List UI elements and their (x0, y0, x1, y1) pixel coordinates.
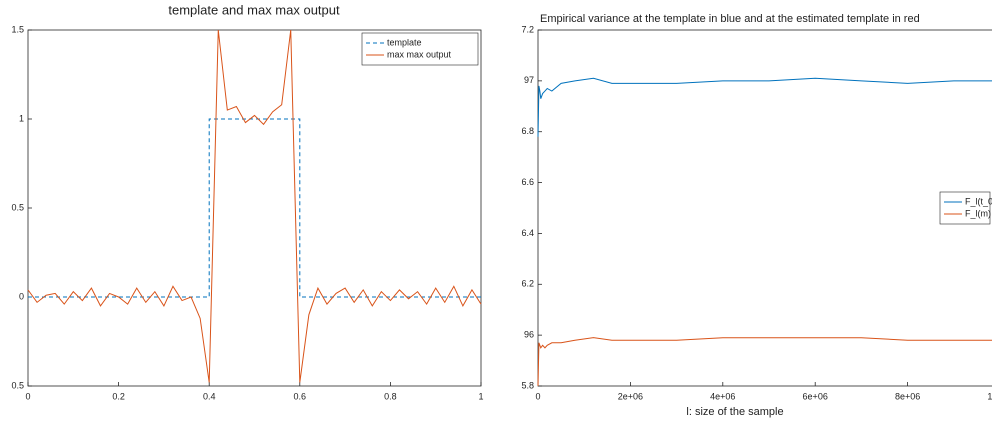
y-tick-label: 0.5 (11, 202, 24, 212)
legend-box (939, 191, 991, 225)
series-line (537, 77, 992, 137)
y-tick-label: 7.2 (521, 24, 534, 34)
x-tick-label: 1e+07 (987, 391, 992, 401)
legend-label: F_l(t_0) (965, 196, 992, 206)
y-tick-label: 97 (524, 75, 534, 85)
series-line (28, 118, 481, 298)
x-tick-label: 0.2 (112, 391, 125, 401)
x-tick-label: 0.4 (203, 391, 216, 401)
chart-title: Empirical variance at the template in bl… (540, 13, 920, 25)
x-tick-label: 4e+06 (710, 391, 735, 401)
x-tick-label: 2e+06 (618, 391, 643, 401)
series-line (537, 337, 992, 387)
y-tick-label: 96 (524, 330, 534, 340)
chart-title: template and max max output (168, 2, 340, 17)
legend-box (361, 32, 479, 66)
y-tick-label: 1 (19, 113, 24, 123)
plot-area (27, 29, 482, 387)
x-tick-label: 8e+06 (895, 391, 920, 401)
x-tick-label: 1 (478, 391, 483, 401)
y-tick-label: 0 (19, 291, 24, 301)
legend-label: F_l(m) (965, 208, 991, 218)
x-tick-label: 0.6 (294, 391, 307, 401)
legend-label: template (387, 37, 422, 47)
x-tick-label: 0 (25, 391, 30, 401)
y-tick-label: 6.8 (521, 126, 534, 136)
y-tick-label: 5.8 (521, 380, 534, 390)
x-tick-label: 6e+06 (803, 391, 828, 401)
x-tick-label: 0.8 (384, 391, 397, 401)
y-tick-label: 6.2 (521, 279, 534, 289)
plot-area (537, 29, 992, 387)
x-axis-label: l: size of the sample (686, 406, 783, 418)
y-tick-label: 6.6 (521, 177, 534, 187)
y-tick-label: 0.5 (11, 380, 24, 390)
x-tick-label: 0 (535, 391, 540, 401)
y-tick-label: 6.4 (521, 228, 534, 238)
series-line (27, 29, 482, 383)
y-tick-label: 1.5 (11, 24, 24, 34)
legend-label: max max output (387, 49, 452, 59)
